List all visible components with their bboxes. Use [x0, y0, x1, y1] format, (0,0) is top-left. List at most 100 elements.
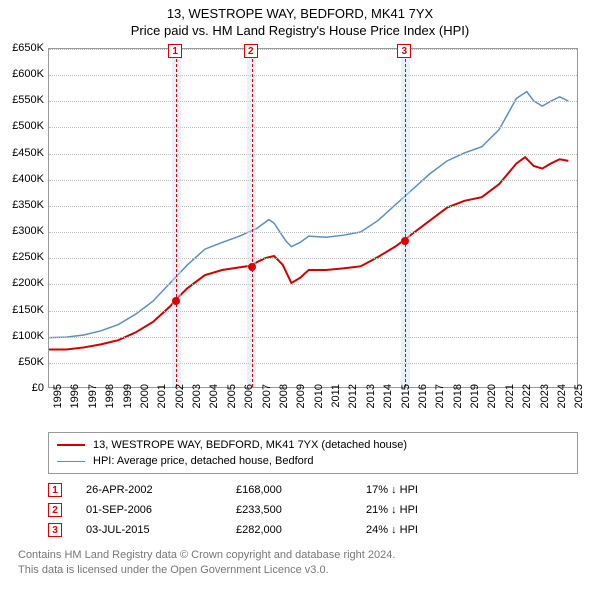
legend-row: HPI: Average price, detached house, Bedf… — [57, 453, 569, 469]
sales-cell-date: 03-JUL-2015 — [78, 524, 228, 536]
gridline-h — [49, 311, 577, 312]
gridline-h — [49, 206, 577, 207]
y-axis-label: £500K — [4, 120, 44, 132]
x-axis-label: 2020 — [486, 384, 498, 424]
sale-number-box: 3 — [48, 523, 62, 537]
gridline-h — [49, 49, 577, 50]
sales-cell-price: £282,000 — [228, 524, 358, 536]
x-axis-label: 1998 — [104, 384, 116, 424]
legend-label: HPI: Average price, detached house, Bedf… — [93, 455, 314, 467]
gridline-h — [49, 232, 577, 233]
legend-swatch — [57, 461, 85, 462]
x-axis-label: 2006 — [243, 384, 255, 424]
y-axis-label: £450K — [4, 147, 44, 159]
y-axis-label: £350K — [4, 199, 44, 211]
x-axis-label: 1997 — [87, 384, 99, 424]
x-axis-label: 2022 — [521, 384, 533, 424]
sales-cell-date: 26-APR-2002 — [78, 484, 228, 496]
sale-number-box: 2 — [48, 503, 62, 517]
x-axis-label: 2013 — [365, 384, 377, 424]
series-line-hpi — [49, 92, 568, 338]
legend-label: 13, WESTROPE WAY, BEDFORD, MK41 7YX (det… — [93, 439, 407, 451]
x-axis-label: 2003 — [191, 384, 203, 424]
x-axis-label: 2019 — [469, 384, 481, 424]
sale-dot — [401, 237, 409, 245]
x-axis-label: 2008 — [278, 384, 290, 424]
sales-row: 1 26-APR-2002£168,00017% ↓ HPI — [48, 480, 578, 500]
sales-cell-date: 01-SEP-2006 — [78, 504, 228, 516]
y-axis-label: £150K — [4, 304, 44, 316]
legend-swatch — [57, 444, 85, 446]
sale-marker-number: 1 — [168, 44, 182, 58]
title-address: 13, WESTROPE WAY, BEDFORD, MK41 7YX — [0, 6, 600, 21]
sales-cell-number: 3 — [48, 523, 78, 537]
gridline-h — [49, 75, 577, 76]
title-block: 13, WESTROPE WAY, BEDFORD, MK41 7YX Pric… — [0, 0, 600, 38]
sales-cell-price: £168,000 — [228, 484, 358, 496]
footer-line2: This data is licensed under the Open Gov… — [18, 563, 395, 578]
x-axis-label: 2010 — [313, 384, 325, 424]
gridline-h — [49, 127, 577, 128]
footer-line1: Contains HM Land Registry data © Crown c… — [18, 548, 395, 563]
x-axis-label: 2014 — [382, 384, 394, 424]
gridline-h — [49, 101, 577, 102]
sale-number-box: 1 — [48, 483, 62, 497]
gridline-h — [49, 337, 577, 338]
footer: Contains HM Land Registry data © Crown c… — [18, 548, 395, 578]
title-subtitle: Price paid vs. HM Land Registry's House … — [0, 23, 600, 38]
sales-cell-number: 2 — [48, 503, 78, 517]
sale-dot — [172, 297, 180, 305]
sale-marker-number: 2 — [244, 44, 258, 58]
y-axis-label: £600K — [4, 68, 44, 80]
legend: 13, WESTROPE WAY, BEDFORD, MK41 7YX (det… — [48, 432, 578, 474]
y-axis-label: £250K — [4, 251, 44, 263]
sale-marker-line — [176, 49, 177, 387]
y-axis-label: £100K — [4, 330, 44, 342]
y-axis-label: £550K — [4, 94, 44, 106]
x-axis-label: 2024 — [556, 384, 568, 424]
sale-marker-line — [405, 49, 406, 387]
sales-cell-number: 1 — [48, 483, 78, 497]
sales-cell-pct: 21% ↓ HPI — [358, 504, 478, 516]
gridline-h — [49, 258, 577, 259]
sales-row: 3 03-JUL-2015£282,00024% ↓ HPI — [48, 520, 578, 540]
x-axis-label: 2002 — [174, 384, 186, 424]
x-axis-label: 2015 — [400, 384, 412, 424]
x-axis-label: 2012 — [347, 384, 359, 424]
x-axis-label: 2017 — [434, 384, 446, 424]
sale-dot — [248, 263, 256, 271]
y-axis-label: £300K — [4, 225, 44, 237]
x-axis-label: 2016 — [417, 384, 429, 424]
x-axis-label: 2004 — [208, 384, 220, 424]
sale-marker-line — [252, 49, 253, 387]
gridline-h — [49, 180, 577, 181]
gridline-h — [49, 363, 577, 364]
sales-row: 2 01-SEP-2006£233,50021% ↓ HPI — [48, 500, 578, 520]
legend-row: 13, WESTROPE WAY, BEDFORD, MK41 7YX (det… — [57, 437, 569, 453]
x-axis-label: 2000 — [139, 384, 151, 424]
x-axis-label: 2007 — [261, 384, 273, 424]
x-axis-label: 2009 — [295, 384, 307, 424]
x-axis-label: 2001 — [156, 384, 168, 424]
x-axis-label: 2011 — [330, 384, 342, 424]
y-axis-label: £50K — [4, 356, 44, 368]
series-line-property — [49, 157, 568, 349]
x-axis-label: 2021 — [504, 384, 516, 424]
x-axis-label: 1995 — [52, 384, 64, 424]
y-axis-label: £400K — [4, 173, 44, 185]
sales-table: 1 26-APR-2002£168,00017% ↓ HPI 2 01-SEP-200… — [48, 480, 578, 540]
x-axis-label: 2005 — [226, 384, 238, 424]
x-axis-label: 1999 — [122, 384, 134, 424]
x-axis-label: 2023 — [539, 384, 551, 424]
x-axis-label: 2018 — [452, 384, 464, 424]
y-axis-label: £650K — [4, 42, 44, 54]
page-root: 13, WESTROPE WAY, BEDFORD, MK41 7YX Pric… — [0, 0, 600, 590]
sales-cell-pct: 24% ↓ HPI — [358, 524, 478, 536]
x-axis-label: 1996 — [69, 384, 81, 424]
sales-cell-pct: 17% ↓ HPI — [358, 484, 478, 496]
sales-cell-price: £233,500 — [228, 504, 358, 516]
y-axis-label: £200K — [4, 277, 44, 289]
sale-marker-number: 3 — [397, 44, 411, 58]
gridline-h — [49, 154, 577, 155]
x-axis-label: 2025 — [573, 384, 585, 424]
